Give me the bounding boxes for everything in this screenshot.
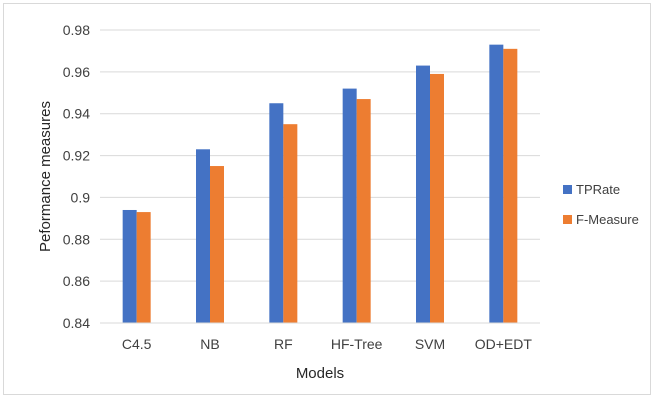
- bar-f-measure-od-edt: [503, 48, 518, 323]
- x-tick-label: RF: [274, 336, 293, 352]
- chart-frame: [3, 3, 651, 395]
- bar-f-measure-hf-tree: [356, 99, 371, 323]
- bar-tprate-hf-tree: [342, 88, 357, 323]
- gridlines: [100, 29, 540, 282]
- y-axis-title: Peformance measures: [37, 101, 54, 252]
- x-axis-title: Models: [296, 365, 344, 382]
- bar-tprate-od-edt: [489, 44, 504, 324]
- bar-f-measure-nb: [210, 166, 224, 323]
- bar-f-measure-c4-5: [136, 212, 151, 323]
- legend: TPRate F-Measure: [563, 182, 639, 227]
- y-tick-label: 0.94: [63, 106, 90, 122]
- y-tick-label: 0.92: [63, 148, 90, 164]
- bar-f-measure-svm: [430, 73, 444, 323]
- bar-tprate-nb: [196, 149, 210, 323]
- legend-swatch-tprate: [563, 185, 572, 194]
- y-tick-label: 0.84: [63, 315, 90, 331]
- bar-f-measure-rf: [283, 124, 298, 323]
- x-tick-label: SVM: [415, 336, 445, 352]
- legend-swatch-f-measure: [563, 215, 572, 224]
- y-tick-label: 0.86: [63, 273, 90, 289]
- x-axis-ticks: C4.5 NB RF HF-Tree SVM OD+EDT: [122, 336, 532, 352]
- y-tick-label: 0.88: [63, 231, 90, 247]
- legend-label: TPRate: [576, 182, 620, 197]
- bars: [122, 44, 518, 324]
- bar-tprate-svm: [416, 65, 430, 323]
- y-tick-label: 0.96: [63, 64, 90, 80]
- legend-label: F-Measure: [576, 212, 639, 227]
- bar-tprate-c4-5: [122, 209, 137, 323]
- x-tick-label: HF-Tree: [331, 336, 383, 352]
- y-tick-label: 0.98: [63, 22, 90, 38]
- x-tick-label: NB: [200, 336, 219, 352]
- y-tick-label: 0.9: [71, 189, 91, 205]
- y-axis-ticks: 0.84 0.86 0.88 0.9 0.92 0.94 0.96 0.98: [63, 22, 90, 331]
- bar-tprate-rf: [269, 103, 284, 323]
- x-tick-label: C4.5: [122, 336, 152, 352]
- x-tick-label: OD+EDT: [475, 336, 533, 352]
